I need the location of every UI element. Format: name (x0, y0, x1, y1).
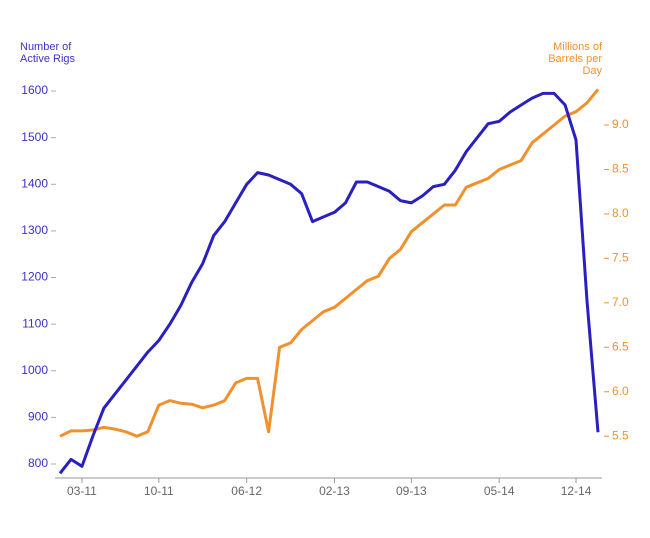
y-tick-label: 1100 (22, 316, 48, 330)
y-tick-label: 800 (28, 456, 48, 470)
y-axis-title: Number of Active Rigs (20, 41, 76, 65)
x-tick-label: 02-13 (319, 484, 350, 498)
y-tick-label: 1400 (21, 176, 48, 190)
y-tick-label: 900 (28, 410, 48, 424)
y-tick-label: 1300 (21, 223, 48, 237)
y-tick-label: 1600 (21, 83, 48, 97)
x-tick-label: 09-13 (396, 484, 427, 498)
series-line (59, 88, 600, 438)
y2-tick-label: 5.5 (612, 428, 629, 442)
series-line (58, 91, 600, 475)
y2-tick-label: 6.5 (612, 339, 629, 353)
y2-tick-label: 7.0 (612, 295, 629, 309)
y-tick-label: 1000 (21, 363, 48, 377)
x-tick-label: 06-12 (231, 484, 262, 498)
x-tick-label: 12-14 (561, 484, 592, 498)
y2-tick-label: 6.0 (612, 384, 629, 398)
y-tick-label: 1500 (21, 130, 48, 144)
y2-axis-title: Millions of Barrels per Day (548, 41, 602, 77)
y2-tick-label: 7.5 (612, 251, 629, 265)
x-tick-label: 10-11 (144, 484, 174, 498)
y2-tick-label: 9.0 (612, 117, 629, 131)
x-tick-label: 03-11 (67, 484, 97, 498)
y-tick-label: 1200 (21, 270, 48, 284)
y2-tick-label: 8.5 (612, 162, 629, 176)
y2-tick-label: 8.0 (612, 206, 629, 220)
x-tick-label: 05-14 (484, 484, 515, 498)
